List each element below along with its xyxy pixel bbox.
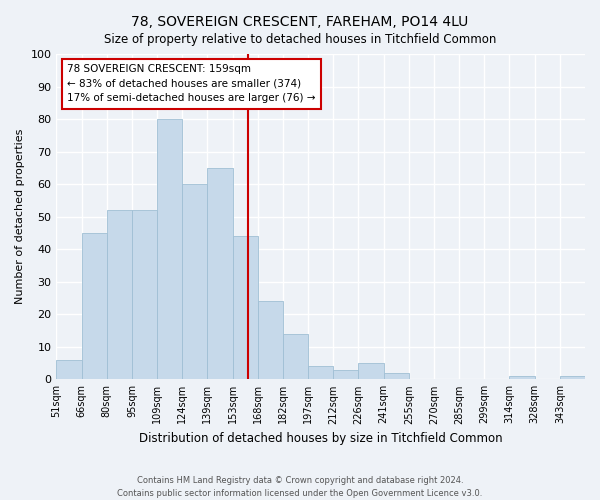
Bar: [132, 210, 157, 380]
Bar: [509, 376, 535, 380]
Y-axis label: Number of detached properties: Number of detached properties: [15, 129, 25, 304]
X-axis label: Distribution of detached houses by size in Titchfield Common: Distribution of detached houses by size …: [139, 432, 503, 445]
Bar: [308, 366, 333, 380]
Bar: [383, 373, 409, 380]
Bar: [283, 334, 308, 380]
Bar: [258, 301, 283, 380]
Bar: [82, 233, 107, 380]
Text: Contains HM Land Registry data © Crown copyright and database right 2024.
Contai: Contains HM Land Registry data © Crown c…: [118, 476, 482, 498]
Text: Size of property relative to detached houses in Titchfield Common: Size of property relative to detached ho…: [104, 32, 496, 46]
Text: 78, SOVEREIGN CRESCENT, FAREHAM, PO14 4LU: 78, SOVEREIGN CRESCENT, FAREHAM, PO14 4L…: [131, 15, 469, 29]
Bar: [233, 236, 258, 380]
Bar: [56, 360, 82, 380]
Bar: [107, 210, 132, 380]
Bar: [333, 370, 358, 380]
Bar: [208, 168, 233, 380]
Text: 78 SOVEREIGN CRESCENT: 159sqm
← 83% of detached houses are smaller (374)
17% of : 78 SOVEREIGN CRESCENT: 159sqm ← 83% of d…: [67, 64, 316, 104]
Bar: [358, 363, 383, 380]
Bar: [182, 184, 208, 380]
Bar: [560, 376, 585, 380]
Bar: [157, 119, 182, 380]
